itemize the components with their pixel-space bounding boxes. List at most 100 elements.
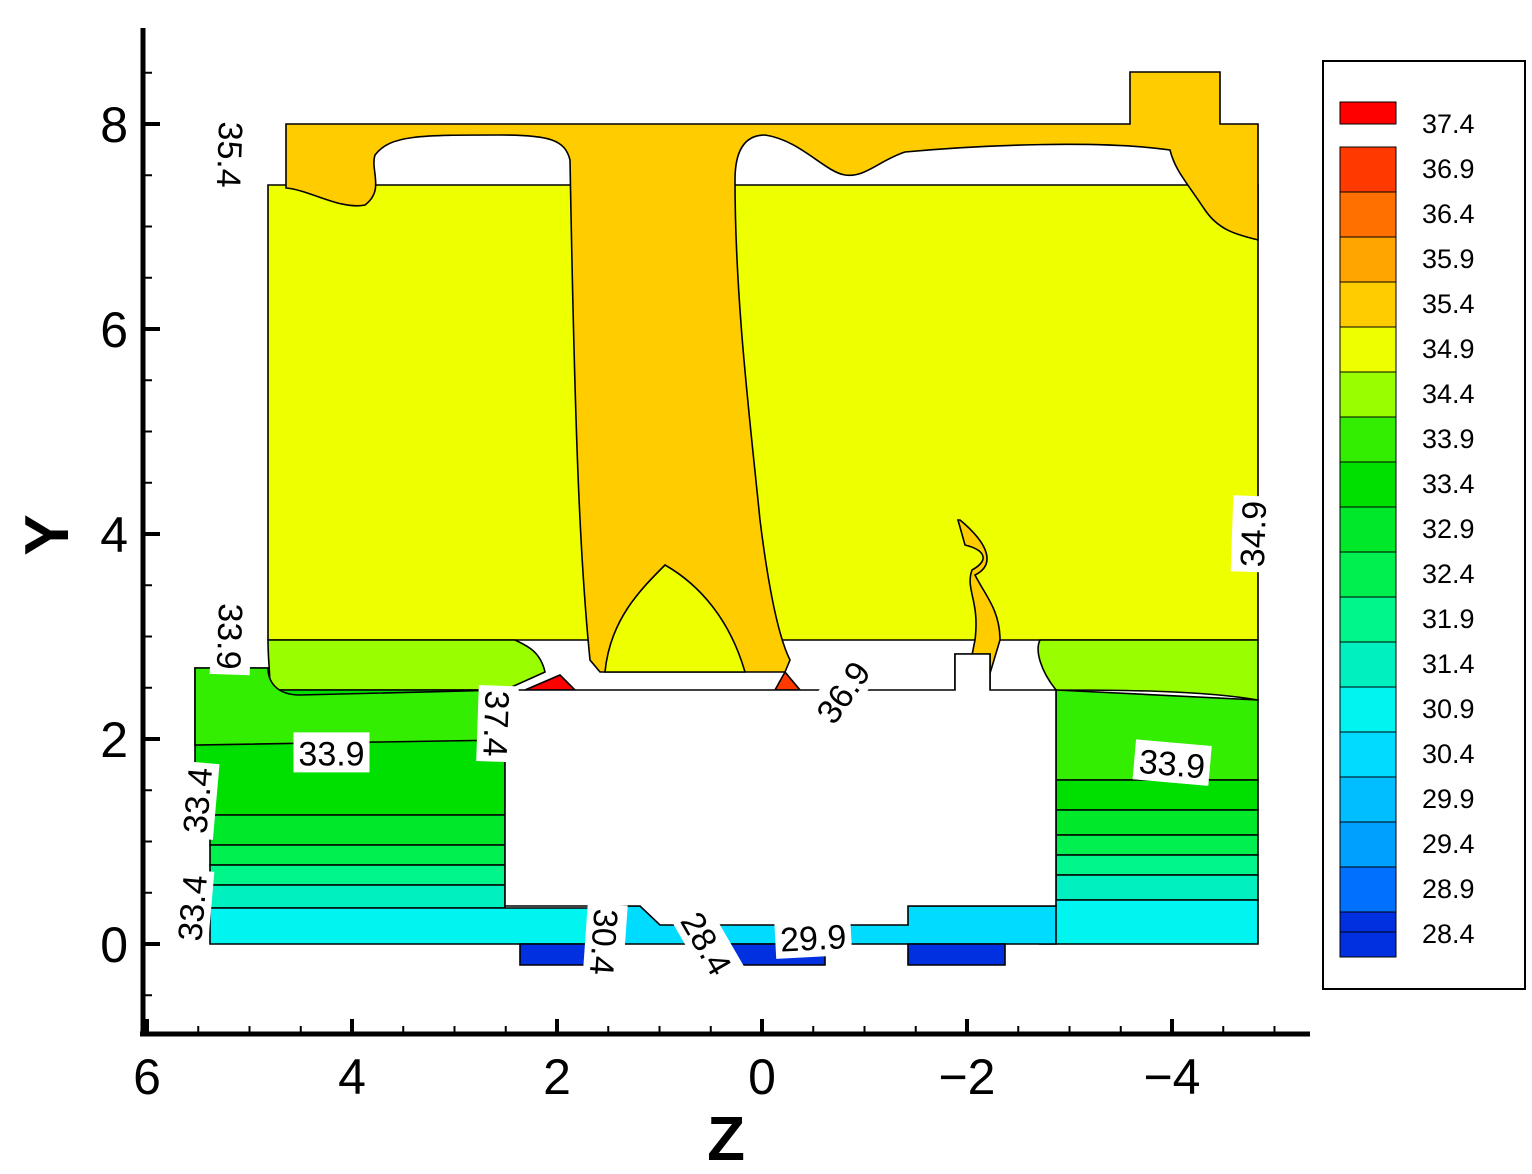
region-left-band-32-9 <box>209 814 506 846</box>
contour-label-text: 35.4 <box>209 121 249 188</box>
legend-swatch-0 <box>1339 101 1397 125</box>
legend-label-5: 34.9 <box>1422 334 1475 364</box>
region-plume-orange <box>956 519 1001 691</box>
contour-label-4: 33.4 <box>167 868 215 948</box>
contour-label-text: 34.9 <box>1234 500 1274 567</box>
x-axis-title: Z <box>707 1105 745 1174</box>
legend-label-2: 36.4 <box>1422 199 1475 229</box>
x-tick-label-3: 0 <box>748 1049 776 1105</box>
contour-field <box>194 71 1259 966</box>
contour-label-bg <box>167 868 215 948</box>
legend-label-11: 31.9 <box>1422 604 1475 634</box>
legend-swatch-5 <box>1339 326 1397 373</box>
contour-label-bg <box>1132 739 1212 786</box>
contour-label-text: 30.4 <box>582 908 625 977</box>
contour-label-9: 30.4 <box>582 902 628 982</box>
region-right-band-31-4 <box>1055 874 1259 901</box>
legend-label-0: 37.4 <box>1422 109 1475 139</box>
legend-swatch-12 <box>1339 641 1397 688</box>
region-left-band-34-4 <box>267 639 546 691</box>
contour-label-text: 29.9 <box>779 918 847 959</box>
legend-label-8: 33.4 <box>1422 469 1475 499</box>
contour-label-bg <box>582 902 628 982</box>
legend-label-4: 35.4 <box>1422 289 1475 319</box>
legend-swatch-17 <box>1339 866 1397 913</box>
x-tick-label-0: 6 <box>133 1049 161 1105</box>
body-obstacle <box>504 653 1057 926</box>
legend-swatch-14 <box>1339 731 1397 778</box>
legend-label-6: 34.4 <box>1422 379 1475 409</box>
legend-label-18: 28.4 <box>1422 919 1475 949</box>
region-left-band-30-9 <box>209 907 591 945</box>
contour-label-text: 33.4 <box>171 874 215 943</box>
contour-label-text: 33.4 <box>176 766 220 835</box>
region-right-band-34-4 <box>1037 639 1259 701</box>
contour-label-7: 34.9 <box>1230 495 1274 573</box>
y-axis-title: Y <box>13 514 82 555</box>
contour-label-3: 33.4 <box>173 760 220 840</box>
y-tick-label-1: 2 <box>100 712 128 768</box>
contour-label-text: 33.9 <box>209 603 249 670</box>
legend-label-13: 30.9 <box>1422 694 1475 724</box>
x-tick-label-5: −4 <box>1143 1049 1200 1105</box>
legend-label-12: 31.4 <box>1422 649 1475 679</box>
legend-swatch-15 <box>1339 776 1397 823</box>
region-right-band-32-9 <box>1055 809 1259 836</box>
legend-swatches: 37.4 36.9 36.4 35.9 35.4 34.9 34.4 33.9 33.4 32.9… <box>1339 101 1475 958</box>
y-ticks: 0 2 4 6 8 <box>100 71 160 997</box>
legend-swatch-16 <box>1339 821 1397 868</box>
region-right-band-31-9 <box>1055 854 1259 876</box>
contour-label-2: 33.9 <box>293 732 370 773</box>
x-ticks: 6 4 2 0 −2 −4 <box>133 1019 1276 1105</box>
region-left-band-31-9 <box>209 864 506 886</box>
contour-label-bg <box>671 900 744 986</box>
legend-swatch-bottom <box>1339 911 1397 933</box>
contour-label-5: 37.4 <box>475 685 519 763</box>
contour-label-text: 33.9 <box>298 735 364 773</box>
region-hotspot-mid <box>773 670 802 691</box>
contour-label-0: 35.4 <box>209 116 253 194</box>
x-tick-label-2: 2 <box>543 1049 571 1105</box>
legend-swatch-3 <box>1339 236 1397 283</box>
contour-label-bg <box>173 760 220 840</box>
legend-swatch-7 <box>1339 416 1397 463</box>
legend-swatch-9 <box>1339 506 1397 553</box>
contour-label-bg <box>476 685 519 763</box>
legend-label-17: 28.9 <box>1422 874 1475 904</box>
region-left-band-31-4 <box>209 884 506 909</box>
contour-label-text: 33.9 <box>1137 743 1206 787</box>
legend-label-10: 32.4 <box>1422 559 1475 589</box>
y-tick-label-4: 8 <box>100 97 128 153</box>
region-left-band-32-4 <box>209 844 506 866</box>
legend-label-1: 36.9 <box>1422 154 1475 184</box>
contour-label-11: 29.9 <box>774 914 853 960</box>
region-right-band-32-4 <box>1055 834 1259 856</box>
region-center-plume <box>604 564 747 673</box>
legend-swatch-1 <box>1339 146 1397 193</box>
contour-label-bg <box>804 649 881 735</box>
legend-label-15: 29.9 <box>1422 784 1475 814</box>
legend-label-3: 35.9 <box>1422 244 1475 274</box>
region-right-band-30-9 <box>1039 899 1259 945</box>
region-top-orange <box>285 71 1259 673</box>
legend-swatch-11 <box>1339 596 1397 643</box>
contour-label-8: 33.9 <box>1132 739 1212 787</box>
contour-label-bg <box>209 116 253 194</box>
legend-swatch-2 <box>1339 191 1397 238</box>
x-tick-label-1: 4 <box>338 1049 366 1105</box>
region-strip-right-blue <box>907 943 1006 966</box>
contour-label-bg <box>774 914 853 959</box>
contour-label-bg <box>1230 495 1274 573</box>
legend: 37.4 36.9 36.4 35.9 35.4 34.9 34.4 33.9 33.4 32.9… <box>1322 60 1526 990</box>
legend-swatch-4 <box>1339 281 1397 328</box>
legend-swatch-8 <box>1339 461 1397 508</box>
contour-label-text: 37.4 <box>475 690 515 757</box>
contour-label-bg <box>209 597 253 676</box>
legend-label-16: 29.4 <box>1422 829 1475 859</box>
y-tick-label-2: 4 <box>100 507 128 563</box>
contour-label-bg <box>293 732 370 773</box>
y-tick-label-3: 6 <box>100 302 128 358</box>
contour-labels: 35.433.933.933.433.437.4 36.934.933.930.4… <box>167 116 1274 986</box>
legend-swatch-10 <box>1339 551 1397 598</box>
